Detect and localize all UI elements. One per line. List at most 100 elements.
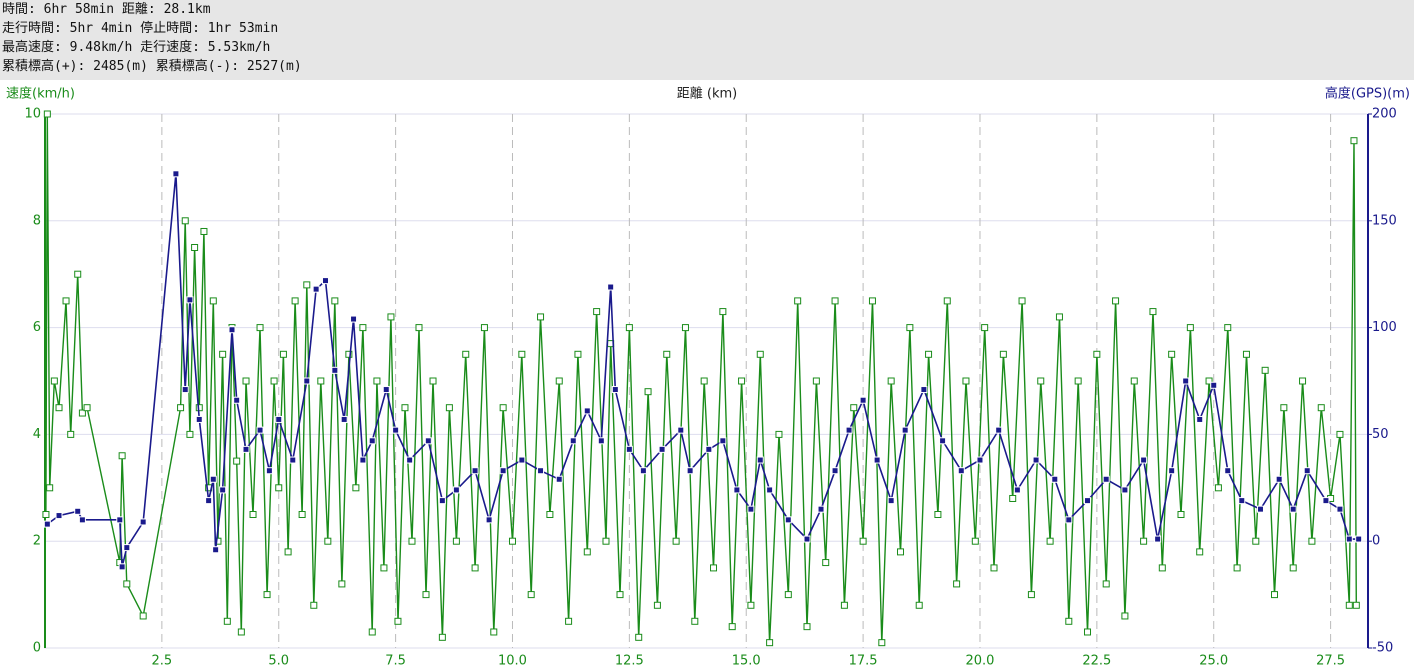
point-marker	[1121, 612, 1129, 620]
point-marker	[962, 377, 970, 385]
point-marker	[728, 623, 736, 631]
point-marker	[1299, 377, 1307, 385]
point-marker	[868, 297, 876, 305]
x-tick-label: 5.0	[268, 654, 289, 669]
point-marker	[672, 537, 680, 545]
point-marker	[242, 445, 250, 453]
point-marker	[438, 633, 446, 641]
point-marker	[1074, 377, 1082, 385]
point-marker	[340, 415, 348, 423]
point-marker	[766, 639, 774, 647]
point-marker	[602, 537, 610, 545]
point-marker	[83, 404, 91, 412]
point-marker	[1224, 324, 1232, 332]
point-marker	[831, 297, 839, 305]
summary-line: 走行時間: 5hr 4min 停止時間: 1hr 53min	[2, 21, 279, 36]
point-marker	[289, 456, 297, 464]
point-marker	[593, 308, 601, 316]
point-marker	[1271, 591, 1279, 599]
point-marker	[1238, 497, 1246, 505]
point-marker	[1345, 535, 1353, 543]
point-marker	[50, 377, 58, 385]
point-marker	[219, 486, 227, 494]
point-marker	[555, 475, 563, 483]
point-marker	[177, 404, 185, 412]
series-line	[46, 173, 1359, 567]
point-marker	[256, 426, 264, 434]
y-tick-label: 2	[33, 534, 41, 549]
point-marker	[43, 110, 51, 118]
point-marker	[616, 591, 624, 599]
point-marker	[424, 437, 432, 445]
y-tick-label: 4	[33, 427, 41, 442]
point-marker	[303, 377, 311, 385]
point-marker	[1252, 537, 1260, 545]
point-marker	[1140, 456, 1148, 464]
point-marker	[625, 445, 633, 453]
point-marker	[1355, 535, 1363, 543]
point-marker	[953, 580, 961, 588]
point-marker	[471, 564, 479, 572]
point-marker	[1214, 484, 1222, 492]
point-marker	[990, 564, 998, 572]
point-marker	[1322, 497, 1330, 505]
point-marker	[1084, 497, 1092, 505]
point-marker	[1032, 456, 1040, 464]
point-marker	[887, 497, 895, 505]
point-marker	[897, 548, 905, 556]
point-marker	[62, 297, 70, 305]
point-marker	[275, 415, 283, 423]
point-marker	[1046, 537, 1054, 545]
point-marker	[1149, 308, 1157, 316]
point-marker	[263, 591, 271, 599]
summary-panel: 時間: 6hr 58min 距離: 28.1km 走行時間: 5hr 4min …	[0, 0, 1414, 80]
point-marker	[756, 456, 764, 464]
point-marker	[705, 445, 713, 453]
point-marker	[1055, 313, 1063, 321]
point-marker	[408, 537, 416, 545]
y-tick-label: 6	[33, 320, 41, 335]
series-line	[45, 113, 1357, 643]
point-marker	[298, 511, 306, 518]
point-marker	[471, 467, 479, 475]
point-marker	[663, 350, 671, 358]
point-marker	[212, 546, 220, 554]
point-marker	[1102, 475, 1110, 483]
point-marker	[1018, 297, 1026, 305]
point-marker	[284, 548, 292, 556]
point-marker	[658, 445, 666, 453]
point-marker	[518, 350, 526, 358]
point-marker	[181, 217, 189, 225]
point-marker	[738, 377, 746, 385]
point-marker	[1013, 486, 1021, 494]
point-marker	[803, 535, 811, 543]
point-marker	[350, 315, 358, 323]
point-marker	[392, 426, 400, 434]
point-marker	[74, 270, 82, 278]
point-marker	[653, 601, 661, 609]
point-marker	[317, 377, 325, 385]
point-marker	[1051, 475, 1059, 483]
point-marker	[139, 518, 147, 526]
x-tick-label: 10.0	[498, 654, 527, 669]
point-marker	[55, 512, 63, 520]
point-marker	[859, 396, 867, 404]
point-marker	[321, 277, 329, 285]
point-marker	[331, 297, 339, 305]
point-marker	[78, 409, 86, 417]
point-marker	[1009, 494, 1017, 502]
point-marker	[401, 404, 409, 412]
point-marker	[195, 415, 203, 423]
point-marker	[775, 430, 783, 438]
summary-line: 最高速度: 9.48km/h 走行速度: 5.53km/h	[2, 40, 271, 55]
summary-line: 時間: 6hr 58min 距離: 28.1km	[2, 2, 211, 17]
point-marker	[1289, 564, 1297, 572]
point-marker	[607, 283, 615, 291]
point-marker	[74, 507, 82, 515]
point-marker	[971, 537, 979, 545]
point-marker	[518, 456, 526, 464]
point-marker	[186, 296, 194, 304]
point-marker	[915, 601, 923, 609]
point-marker	[387, 313, 395, 321]
point-marker	[359, 324, 367, 332]
